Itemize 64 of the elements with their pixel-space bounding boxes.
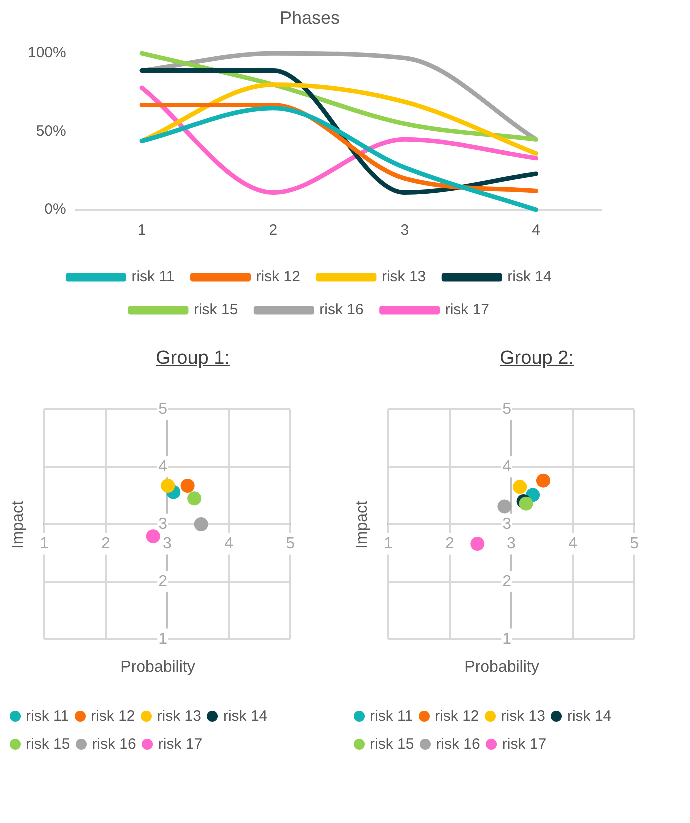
x-tick-label: 5 [630, 536, 640, 553]
point [188, 492, 202, 506]
point [194, 518, 208, 532]
legend-label: risk 15 [26, 736, 70, 752]
point [536, 474, 550, 488]
legend-label: risk 17 [445, 302, 490, 319]
y-tick-label: 3 [502, 516, 512, 533]
legend-label: risk 14 [567, 708, 612, 724]
chart-title: Phases [280, 8, 340, 28]
line-series [140, 82, 539, 156]
legend-label: risk 15 [194, 302, 238, 319]
legend-label: risk 12 [256, 268, 300, 286]
x-tick-label: 1 [384, 536, 393, 553]
x-axis-title: Probability [464, 659, 540, 677]
y-tick-label: 1 [158, 630, 168, 648]
y-tick-label: 5 [502, 401, 512, 418]
y-tick-label: 100% [28, 44, 66, 62]
legend-label: risk 17 [158, 736, 203, 752]
x-tick-label: 4 [532, 222, 540, 240]
y-tick-label: 50% [36, 122, 66, 140]
legend-label: risk 13 [382, 268, 426, 286]
y-axis-title: Impact [10, 500, 28, 549]
x-tick-label: 2 [269, 222, 278, 240]
point [146, 530, 160, 544]
y-tick-label: 0% [44, 201, 66, 218]
y-tick-label: 3 [158, 516, 168, 533]
y-axis-title: Impact [354, 500, 372, 549]
x-tick-label: 1 [138, 222, 146, 240]
line-series [140, 106, 539, 212]
legend-label: risk 16 [436, 736, 480, 752]
point [161, 479, 176, 494]
chart-title: Group 2: [499, 348, 575, 370]
y-tick-label: 2 [158, 573, 168, 590]
x-tick-label: 5 [286, 536, 296, 553]
y-tick-label: 4 [502, 458, 512, 476]
point [519, 496, 534, 511]
legend-label: risk 11 [26, 708, 70, 724]
x-tick-label: 2 [446, 536, 455, 553]
legend-label: risk 14 [508, 268, 552, 286]
y-tick-label: 2 [502, 573, 512, 590]
y-tick-label: 5 [158, 401, 168, 418]
legend-label: risk 13 [157, 708, 202, 724]
legend-label: risk 11 [370, 708, 414, 724]
y-tick-label: 1 [502, 630, 512, 648]
point [470, 537, 485, 552]
legend-label: risk 15 [370, 736, 414, 752]
legend-label: risk 12 [435, 708, 480, 724]
x-axis-title: Probability [120, 659, 196, 677]
x-tick-label: 3 [400, 222, 410, 240]
y-tick-label: 4 [158, 458, 168, 476]
legend-label: risk 17 [502, 736, 547, 752]
chart-title: Group 1: [155, 348, 231, 370]
legend-label: risk 14 [223, 708, 268, 724]
legend-label: risk 16 [320, 302, 364, 319]
x-tick-label: 4 [224, 536, 234, 553]
legend-label: risk 13 [501, 708, 546, 724]
x-tick-label: 2 [102, 536, 111, 553]
legend-label: risk 11 [132, 268, 175, 286]
x-tick-label: 4 [568, 536, 578, 553]
legend-label: risk 16 [92, 736, 136, 752]
point [180, 479, 195, 494]
point [513, 480, 528, 494]
legend-label: risk 12 [91, 708, 136, 724]
point [498, 500, 512, 514]
